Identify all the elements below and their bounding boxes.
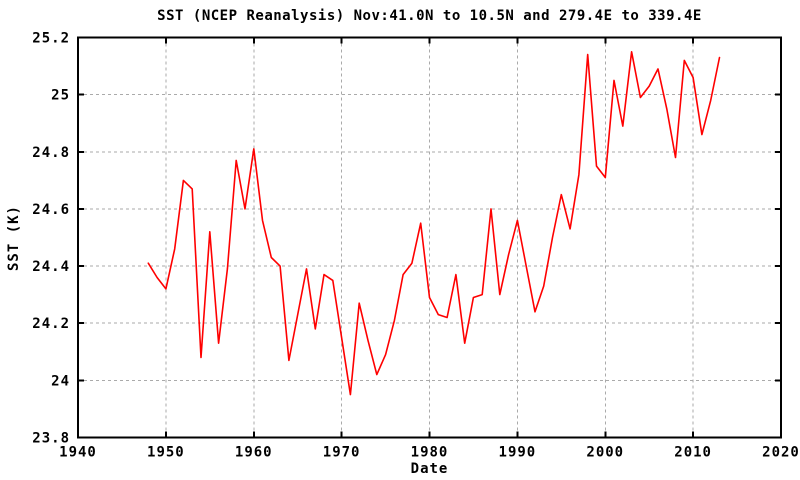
y-tick-label: 23.8 <box>32 431 70 447</box>
y-axis-label: SST (K) <box>6 205 22 272</box>
y-tick-label: 24 <box>51 373 70 389</box>
x-tick-label: 1980 <box>411 445 449 461</box>
sst-series-line <box>147 50 721 396</box>
x-tick-label: 1960 <box>235 445 273 461</box>
plot-border <box>77 36 782 439</box>
y-tick-label: 24.4 <box>32 259 70 275</box>
y-tick-label: 25.2 <box>32 31 70 47</box>
x-tick-label: 1940 <box>59 445 97 461</box>
x-tick-label: 2020 <box>762 445 800 461</box>
x-tick-label: 1970 <box>323 445 361 461</box>
chart-title: SST (NCEP Reanalysis) Nov:41.0N to 10.5N… <box>157 8 702 24</box>
y-tick-label: 25 <box>51 88 70 104</box>
y-tick-label: 24.8 <box>32 145 70 161</box>
y-tick-label: 24.2 <box>32 316 70 332</box>
y-tick-label: 24.6 <box>32 202 70 218</box>
x-tick-label: 1950 <box>147 445 185 461</box>
x-tick-label: 2010 <box>674 445 712 461</box>
x-tick-label: 2000 <box>586 445 624 461</box>
x-tick-label: 1990 <box>499 445 537 461</box>
x-axis-label: Date <box>410 461 449 477</box>
